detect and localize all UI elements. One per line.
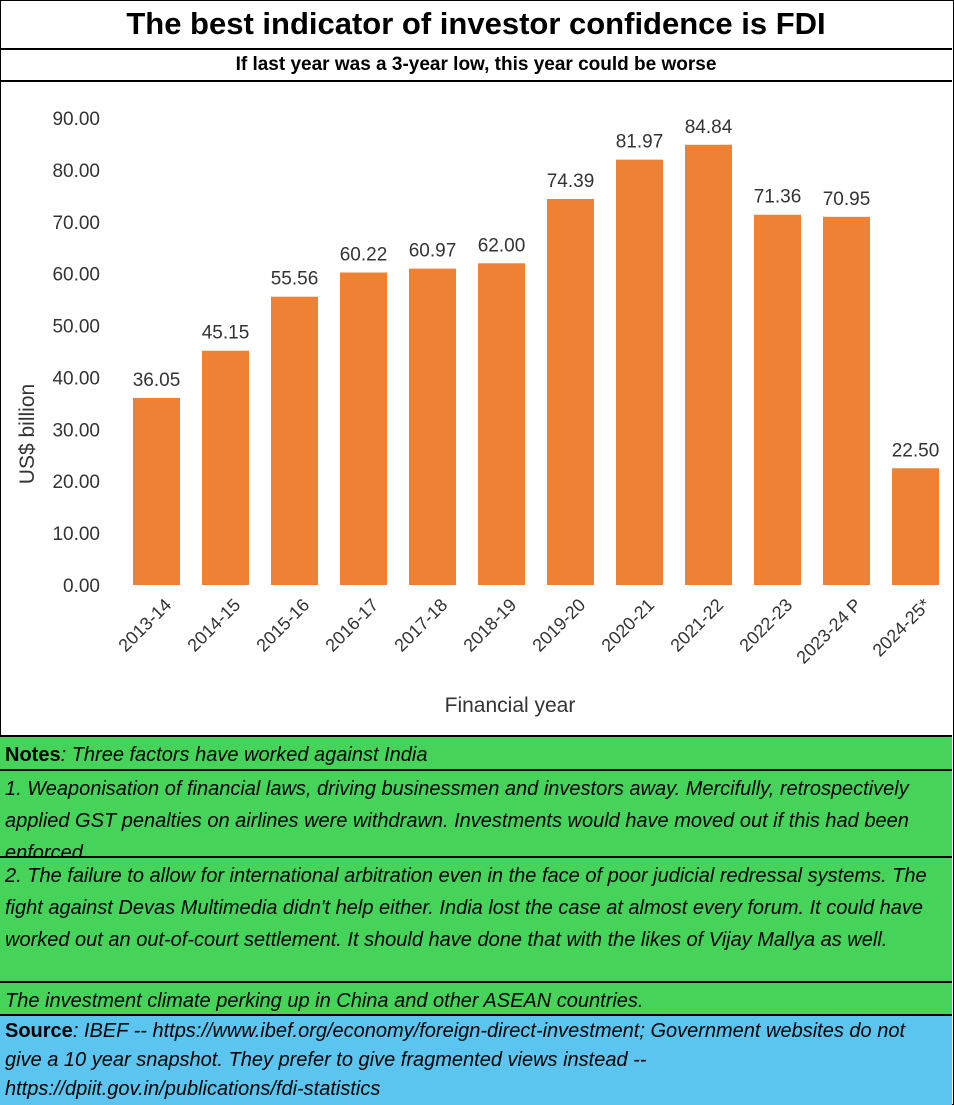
bar — [271, 296, 318, 585]
y-axis-ticks: 0.00 10.00 20.00 30.00 40.00 50.00 60.00 70.00 8… — [52, 109, 100, 597]
x-tick-label: 2014-15 — [183, 595, 244, 656]
bar-value-label: 70.95 — [823, 189, 871, 210]
fdi-bar-chart: 0.00 10.00 20.00 30.00 40.00 50.00 60.00 70.00 8… — [16, 109, 940, 717]
bar-value-label: 22.50 — [892, 440, 940, 461]
bar — [409, 268, 456, 585]
notes-intro: : Three factors have worked against Indi… — [60, 744, 428, 766]
y-tick-label: 10.00 — [52, 524, 100, 545]
note-item-3: The investment climate perking up in Chi… — [0, 981, 952, 1014]
bar — [547, 198, 594, 585]
x-tick-label: 2013-14 — [114, 595, 175, 656]
bar-value-label: 62.00 — [478, 235, 526, 256]
bar — [202, 350, 249, 585]
y-tick-label: 80.00 — [52, 161, 100, 182]
y-tick-label: 20.00 — [52, 472, 100, 493]
x-tick-label: 2022-23 — [735, 595, 796, 656]
x-tick-label: 2019-20 — [528, 595, 589, 656]
y-tick-label: 40.00 — [52, 368, 100, 389]
bar — [892, 468, 939, 585]
x-tick-label: 2017-18 — [390, 595, 451, 656]
y-axis-label: US$ billion — [16, 384, 39, 484]
x-tick-label: 2018-19 — [459, 595, 520, 656]
x-tick-label: 2021-22 — [666, 595, 727, 656]
page-title: The best indicator of investor confidenc… — [0, 0, 952, 50]
x-axis-label: Financial year — [445, 694, 576, 717]
bar — [754, 214, 801, 585]
y-tick-label: 70.00 — [52, 213, 100, 234]
bar — [823, 216, 870, 585]
source-block: Source: IBEF -- https://www.ibef.org/eco… — [0, 1014, 952, 1105]
bar-value-label: 36.05 — [133, 370, 181, 391]
bar — [133, 397, 180, 585]
bar-value-label: 71.36 — [754, 187, 802, 208]
bar — [478, 263, 525, 585]
notes-header: Notes: Three factors have worked against… — [0, 735, 952, 769]
bar — [616, 159, 663, 585]
x-tick-label: 2016-17 — [321, 595, 382, 656]
bar — [340, 272, 387, 585]
x-axis-ticks: 2013-14 2014-15 2015-16 2016-17 2017-18 2018-… — [114, 595, 934, 668]
bar-value-label: 81.97 — [616, 132, 664, 153]
bar-value-label: 84.84 — [685, 117, 733, 138]
source-text: : IBEF -- https://www.ibef.org/economy/f… — [5, 1020, 906, 1100]
bar-value-label: 45.15 — [202, 323, 250, 344]
note-item-2: 2. The failure to allow for internationa… — [0, 856, 952, 981]
x-tick-label: 2023-24 P — [792, 595, 865, 668]
y-tick-label: 50.00 — [52, 317, 100, 338]
bar-value-label: 74.39 — [547, 171, 595, 192]
page-subtitle: If last year was a 3-year low, this year… — [0, 50, 952, 82]
bar-value-label: 60.22 — [340, 245, 388, 266]
bar — [685, 144, 732, 585]
y-tick-label: 60.00 — [52, 265, 100, 286]
bar-value-label: 60.97 — [409, 241, 457, 262]
y-tick-label: 90.00 — [52, 109, 100, 130]
x-tick-label: 2024-25* — [869, 595, 935, 661]
note-item-1: 1. Weaponisation of financial laws, driv… — [0, 769, 952, 864]
x-tick-label: 2020-21 — [597, 595, 658, 656]
x-tick-label: 2015-16 — [252, 595, 313, 656]
bars — [133, 144, 939, 585]
value-labels: 36.05 45.15 55.56 60.22 60.97 62.00 74.39 81.97… — [133, 117, 940, 461]
bar-value-label: 55.56 — [271, 269, 319, 290]
notes-label: Notes — [5, 744, 61, 766]
y-tick-label: 30.00 — [52, 420, 100, 441]
y-tick-label: 0.00 — [63, 576, 100, 597]
source-label: Source — [5, 1020, 73, 1042]
